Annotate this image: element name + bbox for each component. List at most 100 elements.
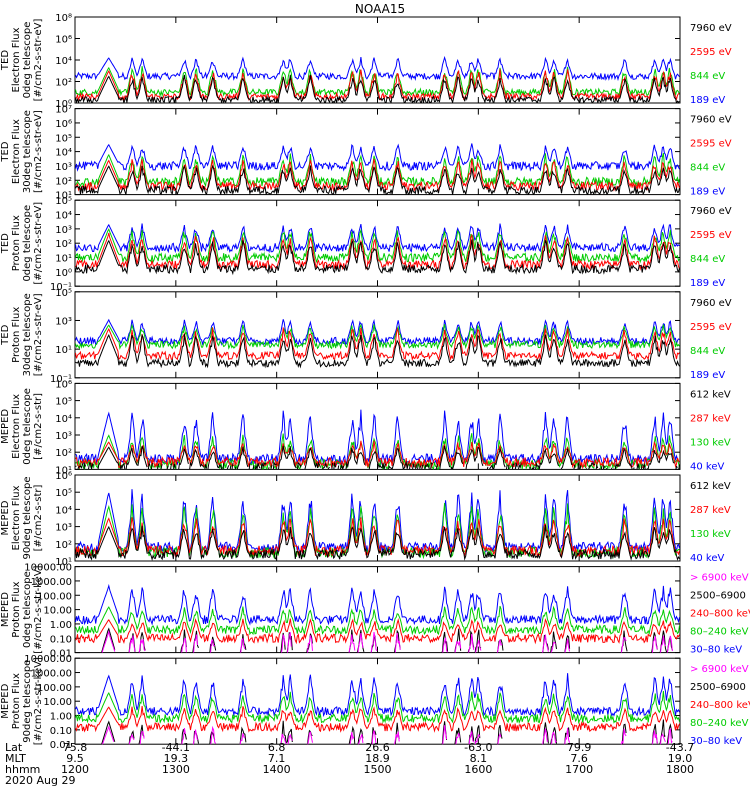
legend-entry: > 6900 keV: [690, 573, 749, 584]
y-tick-label: 10⁵: [55, 288, 72, 299]
legend-entry: 2595 eV: [690, 139, 732, 150]
series-2: [75, 228, 680, 264]
footer-label-hhmm: hhmm: [5, 763, 40, 776]
y-axis-label: MEPED: [0, 592, 11, 627]
y-tick-label: 10000.00: [24, 654, 72, 665]
y-tick-label: 100.00: [37, 683, 72, 694]
y-axis-label: MEPED: [0, 683, 11, 718]
y-tick-label: 10²: [55, 540, 72, 551]
legend-entry: 7960 eV: [690, 115, 732, 126]
y-tick-label: 10³: [55, 316, 72, 327]
y-tick-label: 10¹: [55, 557, 72, 568]
y-tick-label: 10⁴: [55, 211, 72, 222]
y-tick-label: 10¹: [55, 254, 72, 265]
series-1: [75, 440, 680, 470]
y-tick-label: 10⁴: [55, 505, 72, 516]
y-axis-label: 90deg telescope: [22, 660, 33, 743]
y-axis-label: 0deg telescope: [22, 22, 33, 99]
y-axis-label: TED: [0, 141, 11, 162]
series-2: [75, 706, 680, 733]
y-axis-label: Proton Flux: [11, 673, 22, 729]
legend-entry: 612 keV: [690, 481, 731, 492]
y-tick-label: 10⁶: [55, 471, 72, 482]
y-tick-label: 10¹: [55, 345, 72, 356]
y-tick-label: 1.00: [50, 712, 72, 723]
y-tick-label: 10⁶: [55, 35, 72, 46]
y-tick-label: 10000.00: [24, 563, 72, 574]
series-0: [75, 333, 680, 369]
legend-entry: 2595 eV: [690, 230, 732, 241]
y-tick-label: 10⁰: [55, 268, 72, 279]
footer-mlt: 19.0: [668, 752, 693, 765]
series-0: [75, 524, 680, 561]
panel-6: 10¹ 10² 10³ 10⁴ 10⁵ 10⁶ MEPED Electron Flux 90de…: [0, 471, 731, 568]
series-4: [75, 673, 680, 718]
panel-8: 0.01 0.10 1.00 10.00 100.00 1000.00 10000.00 ME…: [0, 654, 750, 751]
legend-entry: 2595 eV: [690, 322, 732, 333]
panel-2: 10¹ 10² 10³ 10⁴ 10⁵ 10⁶ 10⁷ TED Electron Flux 30d…: [0, 105, 732, 202]
y-axis-label: 90deg telescope: [22, 476, 33, 559]
series-0: [75, 239, 680, 276]
y-axis-label: TED: [0, 50, 11, 71]
footer-mlt: 18.9: [365, 752, 390, 765]
y-tick-label: 10⁶: [55, 379, 72, 390]
y-tick-label: 10⁶: [55, 119, 72, 130]
y-tick-label: 10¹: [55, 191, 72, 202]
y-tick-label: 1000.00: [31, 669, 72, 680]
y-axis-label: Proton Flux: [11, 215, 22, 271]
footer-label-mlt: MLT: [5, 752, 26, 765]
chart-title: NOAA15: [355, 2, 405, 16]
footer-lat: -43.7: [666, 741, 694, 754]
legend-entry: 2595 eV: [690, 47, 732, 58]
series-2: [75, 618, 680, 645]
y-axis-label: MEPED: [0, 409, 11, 444]
y-axis-label: [#/cm2-s-str-eV]: [33, 293, 44, 376]
legend-entry: 189 eV: [690, 95, 725, 106]
panel-4: 10⁻¹ 10¹ 10³ 10⁵ TED Proton Flux 30deg telesco…: [0, 288, 732, 385]
y-tick-label: 10³: [55, 523, 72, 534]
y-tick-label: 10⁰: [55, 99, 72, 110]
legend-entry: 844 eV: [690, 163, 725, 174]
y-tick-label: 1000.00: [31, 577, 72, 588]
y-tick-label: 10.00: [43, 606, 72, 617]
y-tick-label: 10³: [55, 225, 72, 236]
y-tick-label: 10⁴: [55, 56, 72, 67]
y-axis-label: [#/cm2-s-str]: [33, 393, 44, 460]
series-3: [75, 55, 680, 82]
panel-7: 0.01 0.10 1.00 10.00 100.00 1000.00 10000.00 ME…: [0, 563, 750, 660]
footer-mlt: 9.5: [66, 752, 84, 765]
legend-entry: 130 keV: [690, 437, 731, 448]
legend-entry: 844 eV: [690, 346, 725, 357]
series-2: [75, 152, 680, 188]
y-axis-label: MEPED: [0, 500, 11, 535]
y-tick-label: 0.01: [50, 740, 72, 751]
panel-frame: [74, 199, 681, 287]
footer-lat: -44.1: [162, 741, 190, 754]
footer-label-lat: Lat: [5, 741, 23, 754]
legend-entry: 40 keV: [690, 461, 724, 472]
series-0: [75, 445, 680, 470]
y-tick-label: 10⁴: [55, 414, 72, 425]
y-tick-label: 10²: [55, 239, 72, 250]
legend-entry: 189 eV: [690, 187, 725, 198]
footer-mlt: 7.1: [268, 752, 286, 765]
legend-entry: 240–800 keV: [690, 700, 750, 711]
legend-entry: 7960 eV: [690, 23, 732, 34]
y-axis-label: Proton Flux: [11, 581, 22, 637]
x-tick-label: 1600: [464, 763, 492, 776]
series-3: [75, 318, 680, 347]
x-tick-label: 1400: [263, 763, 291, 776]
y-tick-label: 10⁷: [55, 105, 72, 116]
legend-entry: 287 keV: [690, 413, 731, 424]
legend-entry: 2500–6900: [690, 682, 746, 693]
y-axis-label: [#/cm2-s-str-keV]: [33, 565, 44, 653]
legend-entry: 240–800 keV: [690, 609, 750, 620]
y-axis-label: Electron Flux: [11, 394, 22, 459]
footer-lat: 75.8: [63, 741, 88, 754]
series-2: [75, 323, 680, 351]
footer-lat: 26.6: [365, 741, 390, 754]
x-tick-label: 1800: [666, 763, 694, 776]
series-1: [75, 327, 680, 362]
y-tick-label: 100.00: [37, 591, 72, 602]
footer-mlt: 8.1: [470, 752, 488, 765]
